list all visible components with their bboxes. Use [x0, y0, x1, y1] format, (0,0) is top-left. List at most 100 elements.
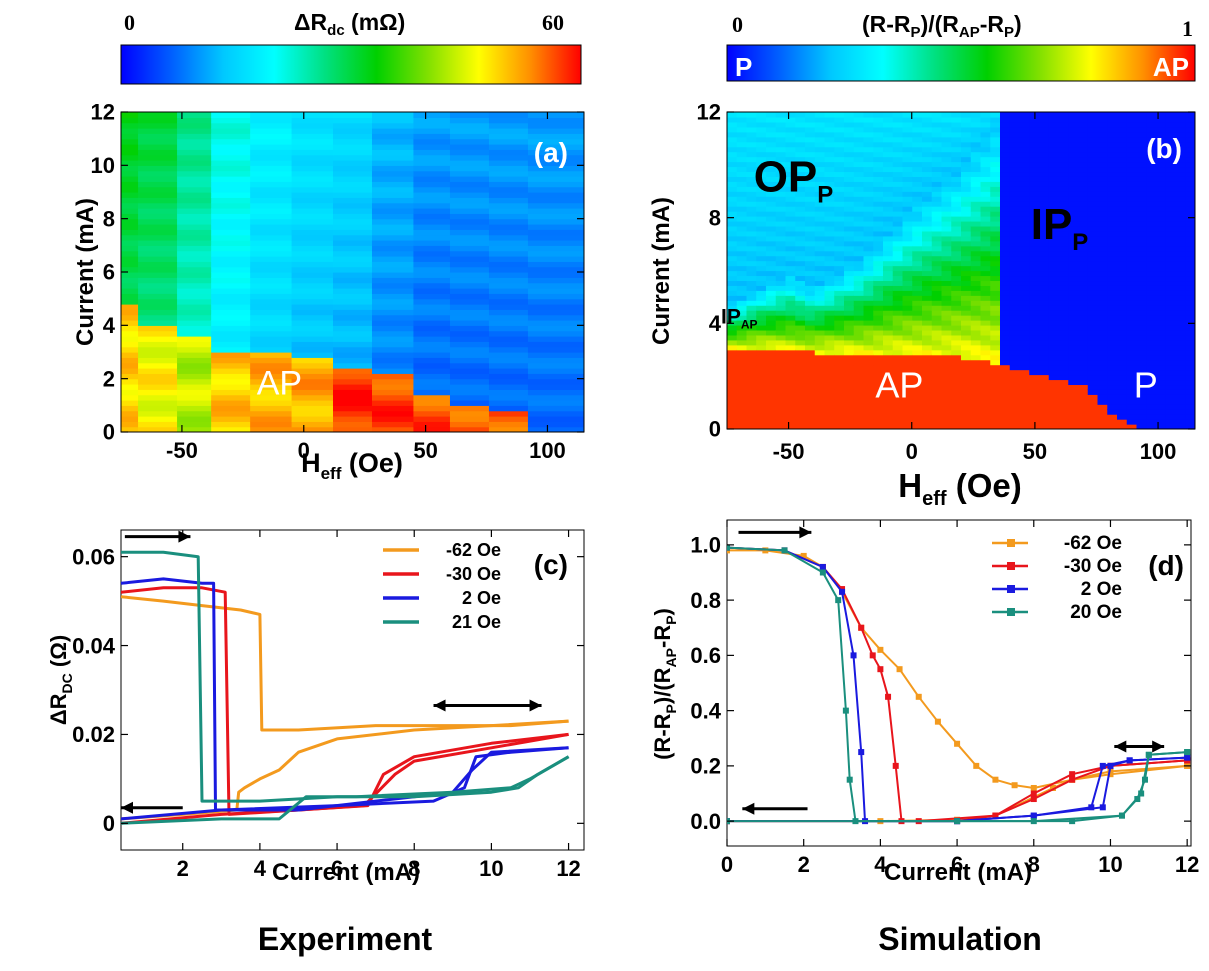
heatmap-b-cell	[1127, 152, 1137, 158]
heatmap-b-cell	[1078, 290, 1088, 296]
heatmap-b-cell	[951, 261, 961, 267]
heatmap-b-cell	[795, 404, 805, 410]
heatmap-b-cell	[1059, 280, 1069, 286]
heatmap-b-cell	[1000, 112, 1010, 118]
heatmap-a-cell	[333, 283, 373, 289]
heatmap-b-cell	[756, 221, 766, 227]
panel-b-label: (b)	[1146, 133, 1182, 164]
heatmap-b-cell	[1098, 419, 1108, 425]
heatmap-a-cell	[372, 411, 414, 417]
legend-marker	[1007, 539, 1015, 547]
heatmap-b-cell	[1010, 360, 1020, 366]
legend-label: -62 Oe	[446, 540, 501, 560]
heatmap-b-cell	[1000, 231, 1010, 237]
heatmap-b-cell	[1039, 295, 1049, 301]
heatmap-b-cell	[1039, 350, 1049, 356]
heatmap-b-cell	[873, 216, 883, 222]
heatmap-b-cell	[951, 384, 961, 390]
heatmap-b-cell	[805, 325, 815, 331]
heatmap-a-cell	[292, 288, 334, 294]
heatmap-b-cell	[747, 300, 757, 306]
heatmap-b-cell	[971, 335, 981, 341]
heatmap-b-cell	[1020, 236, 1030, 242]
heatmap-b-cell	[873, 271, 883, 277]
heatmap-a-cell	[450, 288, 490, 294]
heatmap-b-cell	[873, 166, 883, 172]
heatmap-b-cell	[1039, 176, 1049, 182]
heatmap-b-cell	[1049, 315, 1059, 321]
heatmap-a-cell	[413, 288, 450, 294]
heatmap-b-cell	[1020, 166, 1030, 172]
heatmap-a-cell	[413, 133, 450, 139]
heatmap-b-cell	[776, 345, 786, 351]
heatmap-b-cell	[912, 295, 922, 301]
heatmap-b-cell	[756, 384, 766, 390]
heatmap-b-cell	[961, 122, 971, 128]
heatmap-b-cell	[795, 330, 805, 336]
heatmap-b-cell	[815, 300, 825, 306]
heatmap-b-cell	[1166, 176, 1176, 182]
heatmap-b-cell	[951, 360, 961, 366]
heatmap-b-cell	[864, 285, 874, 291]
heatmap-b-cell	[1068, 330, 1078, 336]
heatmap-b-cell	[1068, 162, 1078, 168]
heatmap-b-cell	[893, 271, 903, 277]
heatmap-b-cell	[1166, 216, 1176, 222]
heatmap-b-cell	[1000, 310, 1010, 316]
heatmap-b-cell	[737, 290, 747, 296]
heatmap-b-cell	[737, 122, 747, 128]
heatmap-b-cell	[1166, 315, 1176, 321]
heatmap-b-cell	[844, 394, 854, 400]
heatmap-b-cell	[795, 409, 805, 415]
heatmap-b-cell	[942, 127, 952, 133]
heatmap-b-cell	[1010, 236, 1020, 242]
heatmap-b-cell	[912, 166, 922, 172]
heatmap-b-cell	[971, 137, 981, 143]
heatmap-b-cell	[1166, 171, 1176, 177]
heatmap-b-cell	[844, 384, 854, 390]
heatmap-b-cell	[756, 285, 766, 291]
heatmap-b-cell	[737, 176, 747, 182]
heatmap-b-cell	[844, 196, 854, 202]
heatmap-a-cell	[211, 192, 251, 198]
heatmap-b-cell	[1156, 350, 1166, 356]
heatmap-a-cell	[333, 197, 373, 203]
heatmap-b-cell	[951, 241, 961, 247]
heatmap-a-cell	[177, 123, 212, 129]
heatmap-a-cell	[292, 235, 334, 241]
heatmap-b-cell	[737, 171, 747, 177]
heatmap-b-cell	[1078, 305, 1088, 311]
heatmap-b-cell	[883, 315, 893, 321]
heatmap-b-cell	[971, 290, 981, 296]
heatmap-b-cell	[834, 162, 844, 168]
heatmap-b-cell	[1176, 231, 1186, 237]
heatmap-b-cell	[873, 231, 883, 237]
heatmap-b-cell	[766, 399, 776, 405]
heatmap-b-cell	[766, 117, 776, 123]
heatmap-b-cell	[1029, 370, 1039, 376]
heatmap-b-cell	[1000, 201, 1010, 207]
heatmap-b-cell	[912, 171, 922, 177]
heatmap-b-cell	[727, 236, 737, 242]
heatmap-b-cell	[727, 157, 737, 163]
heatmap-b-cell	[951, 181, 961, 187]
heatmap-b-cell	[795, 325, 805, 331]
heatmap-b-cell	[1059, 350, 1069, 356]
heatmap-b-cell	[990, 117, 1000, 123]
heatmap-b-cell	[961, 285, 971, 291]
heatmap-a-cell	[450, 267, 490, 273]
heatmap-b-cell	[727, 201, 737, 207]
heatmap-a-cell	[121, 187, 139, 193]
heatmap-b-cell	[805, 295, 815, 301]
heatmap-b-cell	[825, 112, 835, 118]
heatmap-b-cell	[942, 379, 952, 385]
heatmap-a-cell	[177, 213, 212, 219]
heatmap-b-cell	[766, 375, 776, 381]
ytick-label: 12	[91, 100, 115, 125]
heatmap-b-cell	[961, 127, 971, 133]
heatmap-b-cell	[1068, 290, 1078, 296]
heatmap-b-cell	[1088, 251, 1098, 257]
heatmap-b-cell	[1068, 285, 1078, 291]
heatmap-b-cell	[1088, 419, 1098, 425]
heatmap-a-cell	[250, 224, 292, 230]
